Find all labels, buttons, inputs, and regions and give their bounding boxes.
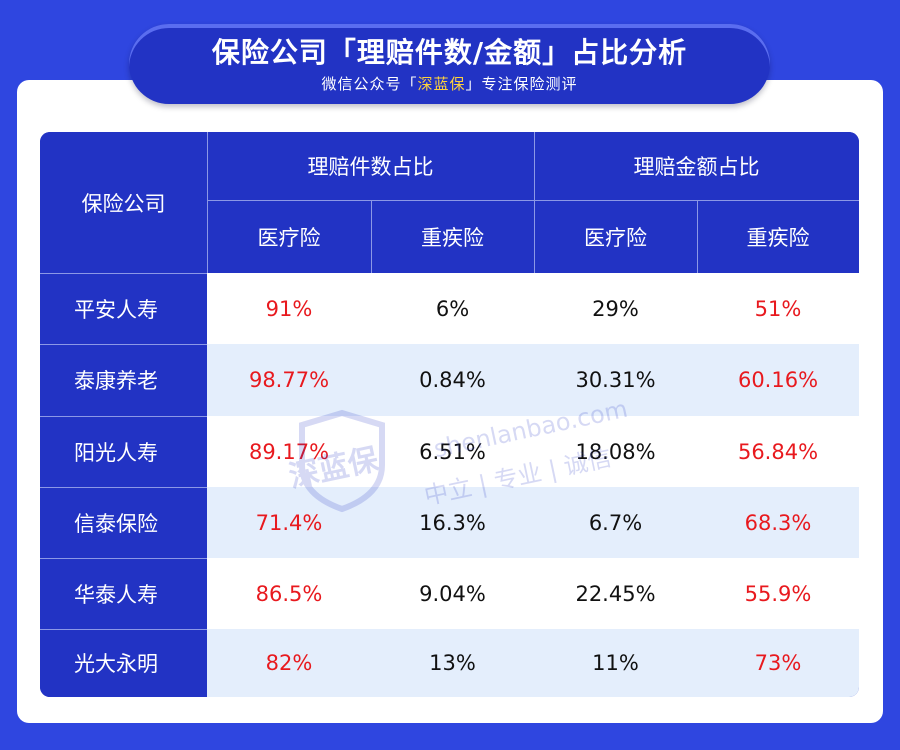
amount-critical-value: 73% <box>697 629 859 697</box>
row-divider <box>40 344 207 345</box>
row-divider <box>40 487 207 488</box>
header-group-count: 理赔件数占比 <box>207 132 534 200</box>
count-medical-value: 98.77% <box>207 344 371 416</box>
header-divider <box>207 200 859 201</box>
company-name: 阳光人寿 <box>40 416 207 487</box>
page-title: 保险公司「理赔件数/金额」占比分析 <box>211 36 688 69</box>
header-company: 保险公司 <box>40 132 207 273</box>
count-medical-value: 89.17% <box>207 416 371 487</box>
header-group-amount: 理赔金额占比 <box>534 132 859 200</box>
row-divider <box>40 416 207 417</box>
company-name: 华泰人寿 <box>40 558 207 629</box>
header-count-medical: 医疗险 <box>207 200 371 273</box>
subtitle-prefix: 微信公众号「 <box>321 75 418 93</box>
subtitle-suffix: 」专注保险测评 <box>465 75 578 93</box>
count-critical-value: 6.51% <box>371 416 534 487</box>
row-divider <box>40 273 207 274</box>
count-critical-value: 6% <box>371 273 534 344</box>
amount-medical-value: 29% <box>534 273 697 344</box>
amount-critical-value: 55.9% <box>697 558 859 629</box>
count-medical-value: 82% <box>207 629 371 697</box>
row-divider <box>40 629 207 630</box>
company-name: 泰康养老 <box>40 344 207 416</box>
header-divider <box>534 132 535 273</box>
header-amount-critical: 重疾险 <box>697 200 859 273</box>
header-divider <box>207 132 208 273</box>
count-critical-value: 16.3% <box>371 487 534 558</box>
count-medical-value: 71.4% <box>207 487 371 558</box>
header-divider <box>371 200 372 273</box>
count-medical-value: 91% <box>207 273 371 344</box>
count-critical-value: 0.84% <box>371 344 534 416</box>
row-divider <box>40 558 207 559</box>
amount-medical-value: 6.7% <box>534 487 697 558</box>
company-name: 平安人寿 <box>40 273 207 344</box>
company-name: 信泰保险 <box>40 487 207 558</box>
count-critical-value: 13% <box>371 629 534 697</box>
header-count-critical: 重疾险 <box>371 200 534 273</box>
count-medical-value: 86.5% <box>207 558 371 629</box>
amount-critical-value: 60.16% <box>697 344 859 416</box>
subtitle-brand: 深蓝保 <box>417 75 466 93</box>
amount-critical-value: 51% <box>697 273 859 344</box>
amount-medical-value: 22.45% <box>534 558 697 629</box>
amount-medical-value: 18.08% <box>534 416 697 487</box>
company-name: 光大永明 <box>40 629 207 697</box>
count-critical-value: 9.04% <box>371 558 534 629</box>
title-banner: 保险公司「理赔件数/金额」占比分析 微信公众号「深蓝保」专注保险测评 <box>129 24 770 104</box>
amount-critical-value: 68.3% <box>697 487 859 558</box>
amount-medical-value: 30.31% <box>534 344 697 416</box>
claims-table: 保险公司 理赔件数占比 理赔金额占比 医疗险 重疾险 医疗险 重疾险 平安人寿 … <box>40 132 859 697</box>
header-amount-medical: 医疗险 <box>534 200 697 273</box>
amount-critical-value: 56.84% <box>697 416 859 487</box>
amount-medical-value: 11% <box>534 629 697 697</box>
header-divider <box>697 200 698 273</box>
page-subtitle: 微信公众号「深蓝保」专注保险测评 <box>129 73 770 94</box>
